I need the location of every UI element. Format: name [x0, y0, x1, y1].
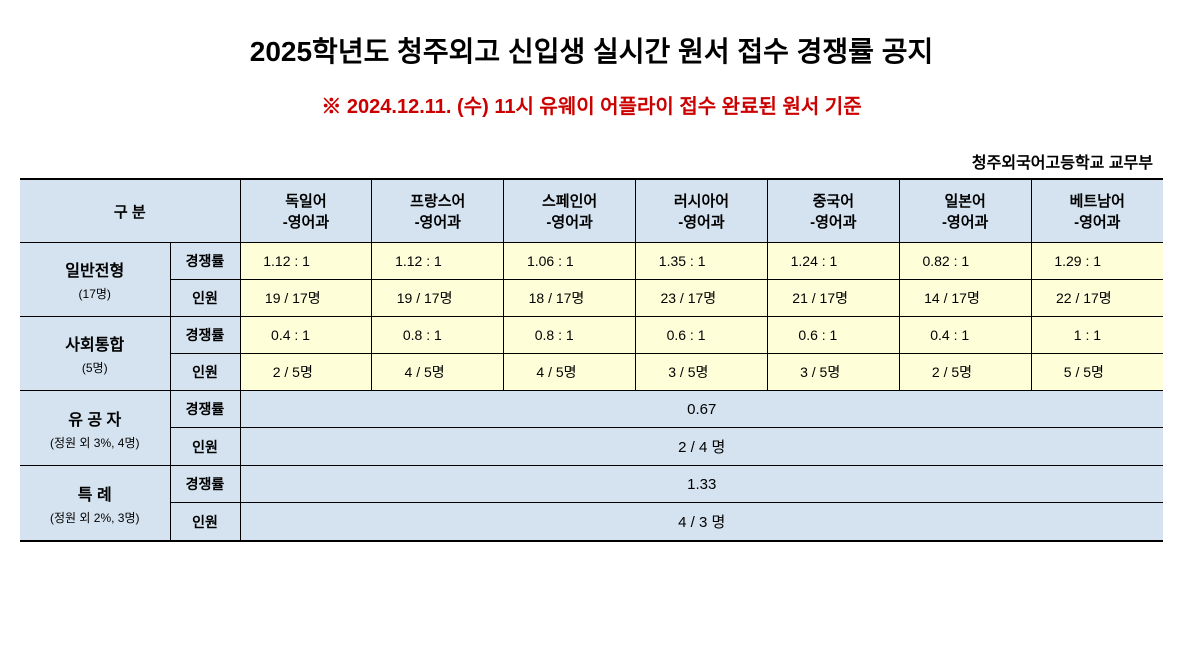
general-count-0: 19 / 17명 — [240, 280, 372, 317]
social-label: 사회통합(5명) — [20, 317, 170, 391]
social-count-4: 3 / 5명 — [767, 354, 899, 391]
page-title: 2025학년도 청주외고 신입생 실시간 원서 접수 경쟁률 공지 — [20, 30, 1163, 70]
social-ratio-5: 0.4 : 1 — [899, 317, 1031, 354]
general-label: 일반전형(17명) — [20, 243, 170, 317]
social-ratio-2: 0.8 : 1 — [504, 317, 636, 354]
merit-ratio: 0.67 — [240, 391, 1163, 428]
header-col-3: 러시아어-영어과 — [636, 179, 768, 243]
social-count-0: 2 / 5명 — [240, 354, 372, 391]
page-subtitle: ※ 2024.12.11. (수) 11시 유웨이 어플라이 접수 완료된 원서… — [20, 90, 1163, 119]
social-ratio-0: 0.4 : 1 — [240, 317, 372, 354]
header-col-6: 베트남어-영어과 — [1031, 179, 1163, 243]
general-ratio-label: 경쟁률 — [170, 243, 240, 280]
special-label: 특 례(정원 외 2%, 3명) — [20, 466, 170, 542]
general-count-3: 23 / 17명 — [636, 280, 768, 317]
header-col-2: 스페인어-영어과 — [504, 179, 636, 243]
merit-label: 유 공 자(정원 외 3%, 4명) — [20, 391, 170, 466]
social-count-6: 5 / 5명 — [1031, 354, 1163, 391]
general-count-6: 22 / 17명 — [1031, 280, 1163, 317]
general-count-1: 19 / 17명 — [372, 280, 504, 317]
general-ratio-0: 1.12 : 1 — [240, 243, 372, 280]
social-count-3: 3 / 5명 — [636, 354, 768, 391]
social-count-label: 인원 — [170, 354, 240, 391]
source-label: 청주외국어고등학교 교무부 — [20, 149, 1163, 173]
general-count-5: 14 / 17명 — [899, 280, 1031, 317]
general-count-4: 21 / 17명 — [767, 280, 899, 317]
social-ratio-6: 1 : 1 — [1031, 317, 1163, 354]
general-ratio-5: 0.82 : 1 — [899, 243, 1031, 280]
special-count-label: 인원 — [170, 503, 240, 542]
general-ratio-4: 1.24 : 1 — [767, 243, 899, 280]
social-count-5: 2 / 5명 — [899, 354, 1031, 391]
social-ratio-label: 경쟁률 — [170, 317, 240, 354]
header-col-0: 독일어-영어과 — [240, 179, 372, 243]
social-ratio-1: 0.8 : 1 — [372, 317, 504, 354]
general-count-2: 18 / 17명 — [504, 280, 636, 317]
special-count: 4 / 3 명 — [240, 503, 1163, 542]
general-ratio-1: 1.12 : 1 — [372, 243, 504, 280]
general-ratio-3: 1.35 : 1 — [636, 243, 768, 280]
merit-count: 2 / 4 명 — [240, 428, 1163, 466]
social-ratio-3: 0.6 : 1 — [636, 317, 768, 354]
social-count-1: 4 / 5명 — [372, 354, 504, 391]
general-ratio-6: 1.29 : 1 — [1031, 243, 1163, 280]
competition-table: 구 분독일어-영어과프랑스어-영어과스페인어-영어과러시아어-영어과중국어-영어… — [20, 178, 1163, 542]
social-count-2: 4 / 5명 — [504, 354, 636, 391]
header-col-5: 일본어-영어과 — [899, 179, 1031, 243]
special-ratio-label: 경쟁률 — [170, 466, 240, 503]
header-col-1: 프랑스어-영어과 — [372, 179, 504, 243]
header-category: 구 분 — [20, 179, 240, 243]
merit-count-label: 인원 — [170, 428, 240, 466]
header-col-4: 중국어-영어과 — [767, 179, 899, 243]
merit-ratio-label: 경쟁률 — [170, 391, 240, 428]
general-ratio-2: 1.06 : 1 — [504, 243, 636, 280]
general-count-label: 인원 — [170, 280, 240, 317]
special-ratio: 1.33 — [240, 466, 1163, 503]
social-ratio-4: 0.6 : 1 — [767, 317, 899, 354]
